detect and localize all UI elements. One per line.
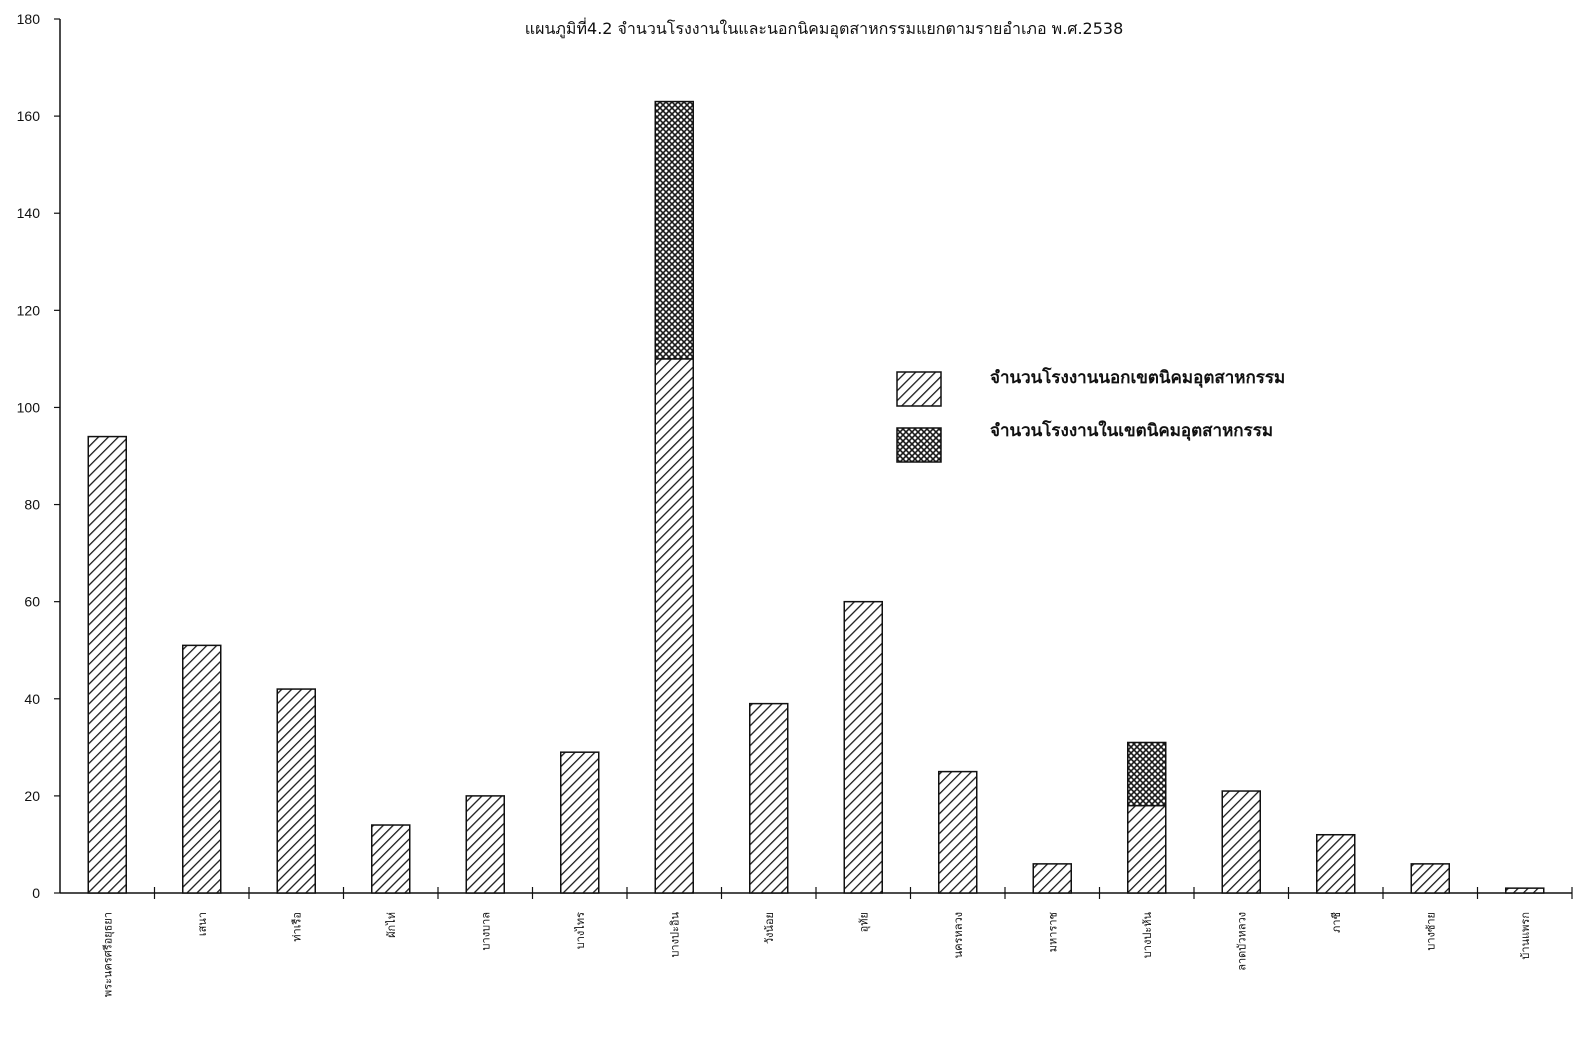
- x-axis: พระนครศรีอยุธยา เสนา ท่าเรือ ผักไห่ บางบาล บา…: [60, 887, 1573, 997]
- x-tick-label: เสนา: [196, 912, 209, 936]
- x-tick-label: บางซ้าย: [1424, 912, 1437, 951]
- bar-outside-estate: [1505, 887, 1545, 894]
- legend: จำนวนโรงงานนอกเขตนิคมอุตสาหกรรม จำนวนโรง…: [896, 367, 1285, 463]
- legend-swatch-outside: [896, 371, 942, 407]
- x-tick-label: บางบาล: [479, 912, 492, 950]
- bar-outside-estate: [843, 600, 883, 894]
- x-tick-label: ท่าเรือ: [290, 912, 303, 942]
- x-tick-label: อุทัย: [857, 912, 870, 932]
- legend-swatch-inside: [896, 427, 942, 463]
- x-tick-label: ผักไห่: [385, 912, 398, 938]
- bar-outside-estate: [1316, 833, 1356, 894]
- bar-outside-estate: [276, 688, 316, 894]
- bars: [87, 100, 1545, 894]
- y-tick-label: 100: [17, 399, 41, 415]
- x-tick-label: ภาชี: [1330, 912, 1343, 933]
- y-tick-label: 20: [24, 788, 40, 804]
- y-tick-label: 40: [24, 691, 40, 707]
- y-tick-label: 180: [17, 11, 41, 27]
- x-tick-label: มหาราช: [1046, 912, 1059, 952]
- y-tick-label: 140: [17, 205, 41, 221]
- bar-outside-estate: [182, 644, 222, 894]
- x-tick-label: พระนครศรีอยุธยา: [101, 912, 114, 997]
- x-tick-label: วังน้อย: [763, 912, 776, 944]
- y-axis: 0 20 40 60 80 100 120 140 160 180: [17, 11, 61, 901]
- x-tick-label: บางไทร: [574, 912, 587, 949]
- legend-label-outside: จำนวนโรงงานนอกเขตนิคมอุตสาหกรรม: [990, 367, 1285, 388]
- legend-item-inside: จำนวนโรงงานในเขตนิคมอุตสาหกรรม: [896, 420, 1273, 463]
- x-tick-label: บ้านแพรก: [1519, 912, 1532, 960]
- bar-outside-estate: [465, 795, 505, 894]
- bar-outside-estate: [371, 824, 411, 894]
- chart-title: แผนภูมิที่4.2 จำนวนโรงงานในและนอกนิคมอุต…: [525, 17, 1124, 39]
- y-tick-label: 0: [32, 885, 40, 901]
- bar-outside-estate: [1410, 863, 1450, 894]
- bar-outside-estate: [654, 358, 694, 894]
- y-tick-label: 60: [24, 594, 40, 610]
- y-tick-label: 80: [24, 497, 40, 513]
- x-tick-label: บางปะอิน: [668, 912, 681, 958]
- bar-outside-estate: [87, 435, 127, 894]
- legend-item-outside: จำนวนโรงงานนอกเขตนิคมอุตสาหกรรม: [896, 367, 1285, 407]
- bar-outside-estate: [1221, 790, 1261, 894]
- x-tick-label: บางปะหัน: [1141, 912, 1154, 959]
- y-tick-label: 120: [17, 302, 41, 318]
- bar-inside-estate: [1127, 741, 1167, 807]
- bar-outside-estate: [1032, 863, 1072, 894]
- legend-label-inside: จำนวนโรงงานในเขตนิคมอุตสาหกรรม: [990, 420, 1273, 441]
- x-tick-label: นครหลวง: [952, 912, 965, 958]
- x-tick-label: ลาดบัวหลวง: [1235, 912, 1248, 971]
- bar-inside-estate: [654, 100, 694, 360]
- bar-outside-estate: [1127, 804, 1167, 894]
- bar-outside-estate: [749, 702, 789, 894]
- bar-outside-estate: [938, 770, 978, 894]
- y-tick-label: 160: [17, 108, 41, 124]
- bar-outside-estate: [560, 751, 600, 894]
